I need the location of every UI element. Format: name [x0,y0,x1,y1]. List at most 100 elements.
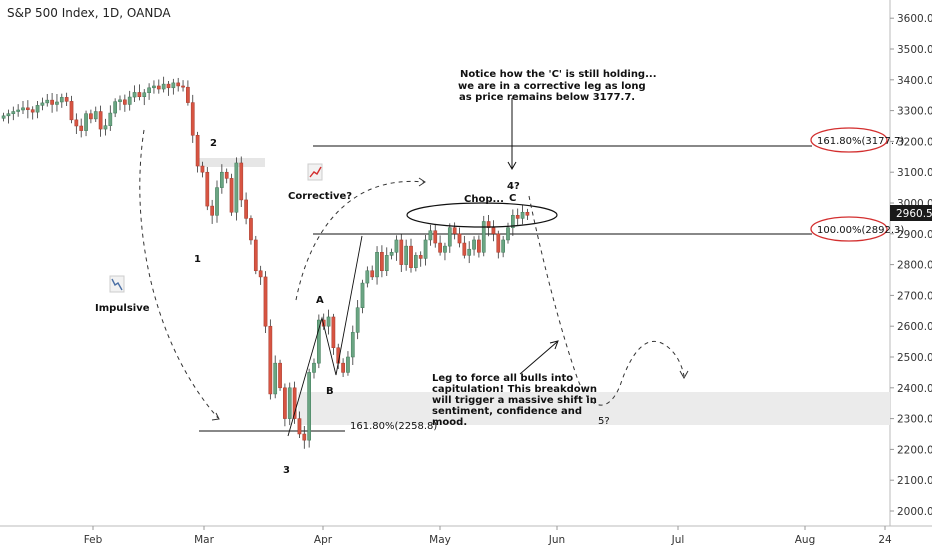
wave-label-4: 4? [507,181,520,192]
candle-up [312,362,316,373]
leg-note-3: will trigger a massive shift in [432,395,597,406]
candle-up [215,187,219,216]
level-label-3177: 161.80%(3177.7) [817,136,904,147]
candle-up [481,221,486,253]
y-tick-label: 2000.0 [897,506,932,518]
wave-label-1: 1 [194,254,201,265]
candle-down [380,252,384,272]
candle-down [370,270,375,278]
y-tick-label: 3400.0 [897,75,932,87]
y-tick-label: 3200.0 [897,136,932,148]
wave-label-b: B [326,386,334,397]
candle-up [93,111,98,120]
candle-down [137,92,142,97]
candle-up [307,372,311,441]
candle-down [26,107,30,110]
candle-down [224,171,229,179]
candle-down [515,215,520,219]
candle-down [292,387,297,419]
candle-up [108,112,113,126]
wave-label-3: 3 [283,465,290,476]
candle-down [200,165,205,173]
candle-down [409,245,413,268]
candle-down [496,233,501,253]
y-tick-label: 2900.0 [897,229,932,241]
candle-down [123,99,127,105]
candle-down [331,316,336,349]
candle-up [45,99,50,104]
candle-up [472,239,476,250]
candle-down [462,242,467,256]
x-tick-label: Aug [795,534,816,546]
x-axis-ticks: Feb Mar Apr May Jun Jul Aug 24 [84,526,892,546]
note-line-1: Notice how the 'C' is still holding... [460,69,657,80]
candle-down [50,99,54,105]
level-label-2892: 100.00%(2892.3) [817,225,904,236]
candle-down [98,111,103,130]
candle-down [210,205,215,216]
candle-up [511,215,515,228]
candle-down [438,242,442,253]
candle-down [181,85,185,88]
candle-down [268,325,273,395]
resistance-zone [199,158,265,167]
candle-up [467,248,472,256]
candle-up [147,87,151,93]
candle-up [355,307,360,333]
y-tick-label: 2500.0 [897,352,932,364]
y-tick-label: 2300.0 [897,414,932,426]
candle-up [234,162,239,213]
candle-down [452,227,457,235]
candle-up [171,82,176,89]
target-zone [298,392,890,425]
impulsive-arrowhead [211,412,220,421]
candle-down [283,387,287,419]
x-tick-label: Mar [194,534,214,546]
candle-down [229,178,234,213]
candle-up [127,96,132,105]
wave-label-5: 5? [598,416,610,427]
x-tick-label: Jun [548,534,565,546]
candle-up [21,107,25,111]
candle-up [443,245,447,253]
candle-down [166,83,171,89]
candle-down [79,125,84,131]
leg-note-4: sentiment, confidence and [432,406,582,417]
level-circle-3177 [810,127,888,153]
candle-down [89,113,93,120]
candle-up [220,171,224,188]
candle-down [263,276,268,327]
y-tick-label: 2800.0 [897,260,932,272]
candle-down [457,233,462,244]
leg-note-1: Leg to force all bulls into [432,373,573,384]
candle-up [350,332,355,358]
impulsive-icon [109,275,125,293]
candle-up [414,255,418,268]
candle-up [152,85,156,89]
y-tick-label: 2700.0 [897,290,932,302]
candle-down [418,255,423,259]
y-tick-label: 2200.0 [897,444,932,456]
candle-down [477,239,481,253]
candle-down [74,119,79,127]
candle-up [118,99,122,102]
candle-down [525,211,530,216]
candles [1,76,530,449]
candle-down [433,230,438,244]
candle-up [40,102,45,106]
candle-up [132,92,137,98]
candle-up [346,356,350,373]
x-tick-label: Feb [84,534,103,546]
candle-up [273,362,278,395]
level-label-2258: 161.80%(2258.8) [350,421,437,432]
candle-up [375,252,379,278]
candle-down [156,85,161,90]
candle-down [486,221,491,228]
candle-up [161,83,166,90]
projection-arrowhead [679,370,689,380]
corrective-arrowhead [418,177,426,187]
chop-ellipse [406,202,558,228]
candle-down [297,418,302,435]
candle-up [55,101,59,105]
